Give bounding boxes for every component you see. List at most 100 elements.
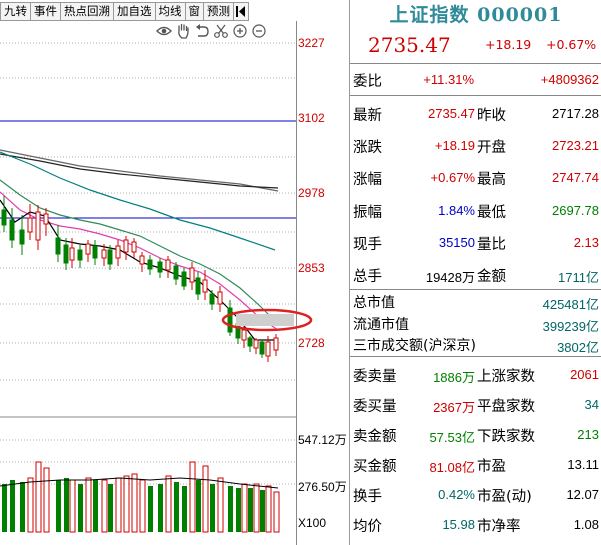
tab-hotspot-replay[interactable]: 热点回溯 — [61, 2, 114, 21]
price-axis-label: 2978 — [298, 186, 325, 200]
breadth-label-left: 买金额 — [353, 459, 397, 475]
stats-label-right: 昨收 — [477, 108, 506, 124]
stats-label-right: 开盘 — [477, 140, 506, 157]
stats-label-left: 振幅 — [353, 204, 382, 221]
breadth-label-left: 换手 — [353, 489, 382, 505]
breadth-row: 均价 15.98 市净率 1.08 — [350, 509, 601, 539]
volume-axis-label: 276.50万 — [298, 480, 347, 494]
tab-jiuzhuan[interactable]: 九转 — [0, 2, 31, 21]
breadth-value-left: 15.98 — [442, 517, 475, 532]
ma60-line — [0, 151, 276, 251]
breadth-label-right: 上涨家数 — [477, 369, 535, 385]
market-value-row: 三市成交额(沪深京) 3802亿 — [350, 334, 601, 355]
market-value-value: 3802亿 — [557, 340, 599, 355]
hand-icon[interactable] — [175, 23, 191, 39]
volume-bars — [0, 461, 280, 533]
breadth-value-left: 2367万 — [433, 400, 475, 415]
stats-value-left: +18.19 — [434, 138, 475, 154]
zoom-in-icon[interactable] — [232, 23, 248, 39]
moving-averages — [0, 149, 279, 341]
breadth-label-left: 委买量 — [353, 399, 397, 415]
stats-value-left: 35150 — [438, 234, 475, 250]
stats-value-left: 1.84% — [438, 202, 475, 218]
breadth-label-right: 市盈 — [477, 459, 506, 475]
breadth-label-left: 均价 — [353, 519, 382, 535]
price-axis-label: 3227 — [298, 36, 325, 50]
stats-label-right: 最高 — [477, 172, 506, 189]
undo-icon[interactable] — [194, 23, 210, 39]
stats-label-left: 涨幅 — [353, 172, 382, 189]
breadth-value-right: 213 — [577, 427, 599, 442]
zoom-out-icon[interactable] — [251, 23, 267, 39]
stats-value-right: 2723.21 — [552, 138, 599, 154]
quote-header: 2735.47 +18.19 +0.67% — [350, 30, 601, 60]
breadth-label-right: 平盘家数 — [477, 399, 535, 415]
breadth-value-right: 12.07 — [566, 487, 599, 502]
breadth-label-right: 市盈(动) — [477, 489, 532, 505]
breadth-value-right: 1.08 — [573, 517, 599, 532]
ma120b-line — [0, 153, 279, 189]
breadth-row: 换手 0.42% 市盈(动) 12.07 — [350, 479, 601, 509]
breadth-row: 卖金额 57.53亿 下跌家数 213 — [350, 419, 601, 449]
breadth-value-right: 13.11 — [567, 457, 599, 472]
tab-events[interactable]: 事件 — [31, 2, 61, 21]
quote-panel: 上证指数 000001 2735.47 +18.19 +0.67% 委比 +11… — [349, 0, 601, 545]
market-value-row: 总市值 425481亿 — [350, 291, 601, 312]
stats-label-left: 总手 — [353, 269, 382, 285]
breadth-value-left: 0.42% — [438, 487, 475, 502]
index-title: 上证指数 000001 — [389, 4, 563, 26]
tab-window[interactable]: 窗 — [185, 2, 204, 21]
price-axis-label: 3102 — [298, 111, 325, 125]
stats-value-right: 2.13 — [573, 234, 599, 250]
stats-label-left: 涨跌 — [353, 140, 382, 157]
tab-add-watchlist[interactable]: 加自选 — [114, 2, 156, 21]
breadth-value-left: 57.53亿 — [429, 430, 475, 445]
weibi-pct: +11.31% — [423, 72, 474, 87]
tab-forecast[interactable]: 预测 — [204, 2, 234, 21]
stats-value-right: 2747.74 — [552, 170, 599, 186]
breadth-label-left: 卖金额 — [353, 429, 397, 445]
stats-value-right: 1711亿 — [558, 270, 599, 285]
breadth-value-left: 81.08亿 — [429, 460, 475, 475]
stats-label-right: 金额 — [477, 269, 506, 285]
stats-value-left: 19428万 — [425, 270, 475, 285]
candles — [1, 196, 279, 362]
breadth-value-right: 34 — [584, 397, 599, 412]
stats-label-left: 现手 — [353, 236, 382, 253]
stats-value-left: 2735.47 — [428, 106, 475, 121]
stats-label-right: 最低 — [477, 204, 506, 221]
stats-row: 现手 35150 量比 2.13 — [350, 226, 601, 258]
market-value-row: 流通市值 399239亿 — [350, 313, 601, 334]
market-value-label: 总市值 — [353, 295, 395, 311]
ma120-line — [0, 149, 279, 192]
kline-svg[interactable] — [0, 0, 348, 545]
current-price: 2735.47 — [368, 33, 451, 57]
stats-row: 最新 2735.47 昨收 2717.28 — [350, 97, 601, 129]
stats-label-right: 量比 — [477, 236, 506, 253]
tab-moving-average[interactable]: 均线 — [155, 2, 186, 21]
volume-unit-label: X100 — [298, 516, 327, 530]
market-value-value: 399239亿 — [542, 318, 599, 334]
stats-row: 涨跌 +18.19 开盘 2723.21 — [350, 129, 601, 161]
breadth-row: 委买量 2367万 平盘家数 34 — [350, 389, 601, 419]
eye-icon[interactable] — [156, 23, 172, 39]
scissors-icon[interactable] — [213, 23, 229, 39]
highlight-ellipse — [221, 308, 313, 332]
market-value-label: 三市成交额(沪深京) — [353, 338, 476, 354]
stats-row: 总手 19428万 金额 1711亿 — [350, 258, 601, 290]
kline-chart-area[interactable]: 九转 事件 热点回溯 加自选 均线 窗 预测 — [0, 0, 348, 545]
stats-label-left: 最新 — [353, 108, 382, 124]
breadth-value-right: 2061 — [570, 367, 599, 382]
price-change-pct: +0.67% — [546, 37, 597, 52]
volume-axis-label: 547.12万 — [298, 433, 347, 447]
weibi-diff: +4809362 — [540, 72, 599, 87]
market-value-value: 425481亿 — [542, 297, 599, 312]
stats-row: 涨幅 +0.67% 最高 2747.74 — [350, 161, 601, 193]
chart-toolbar: 九转 事件 热点回溯 加自选 均线 窗 预测 — [0, 2, 297, 21]
breadth-label-left: 委卖量 — [353, 369, 397, 385]
stats-value-right: 2717.28 — [552, 106, 599, 121]
price-change: +18.19 — [485, 37, 532, 52]
breadth-label-right: 市净率 — [477, 519, 521, 535]
panel-toggle-icon[interactable] — [234, 2, 249, 21]
